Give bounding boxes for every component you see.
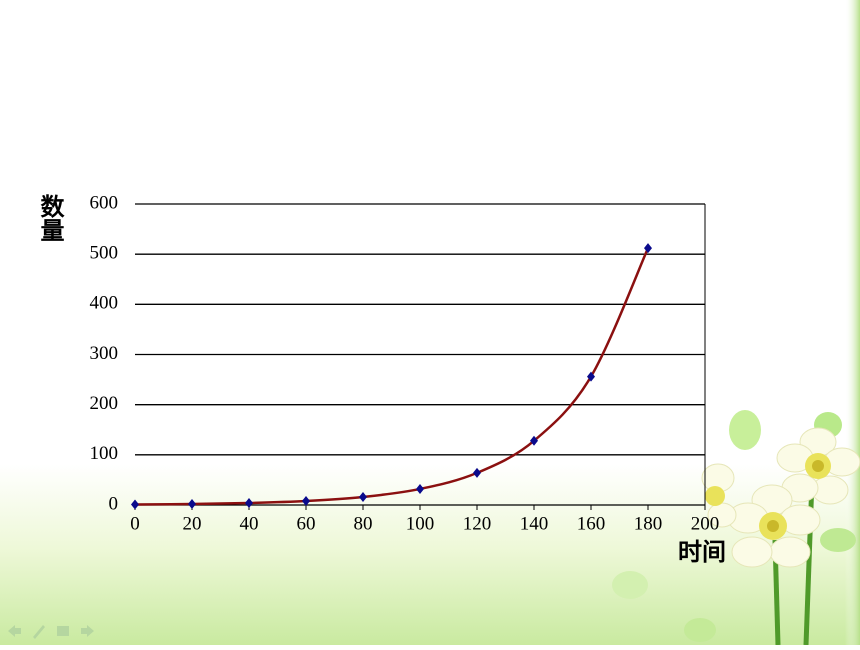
edge-band [845, 0, 860, 645]
nav-icons[interactable] [8, 625, 94, 639]
data-point [359, 491, 367, 502]
data-point [587, 371, 595, 382]
y-tick-label: 300 [90, 343, 119, 364]
x-tick-label: 60 [297, 513, 316, 534]
x-tick-label: 20 [183, 513, 202, 534]
y-tick-label: 200 [90, 393, 119, 414]
x-tick-label: 120 [463, 513, 492, 534]
flower-decoration [612, 410, 860, 646]
y-tick-label: 0 [109, 493, 119, 514]
data-point [131, 499, 139, 510]
x-tick-label: 100 [406, 513, 435, 534]
y-tick-label: 600 [90, 192, 119, 213]
data-point [416, 483, 424, 494]
x-tick-label: 140 [520, 513, 549, 534]
x-tick-label: 200 [691, 513, 720, 534]
data-point [245, 497, 253, 508]
x-tick-label: 0 [130, 513, 140, 534]
x-tick-label: 40 [240, 513, 259, 534]
y-tick-label: 100 [90, 443, 119, 464]
data-point [530, 435, 538, 446]
y-tick-label: 500 [90, 243, 119, 264]
y-tick-label: 400 [90, 293, 119, 314]
data-point [644, 243, 652, 254]
data-point [302, 495, 310, 506]
data-point [188, 498, 196, 509]
x-axis-label: 时间 [678, 538, 726, 566]
data-point [473, 467, 481, 478]
x-tick-label: 80 [354, 513, 373, 534]
data-line [134, 247, 650, 506]
y-axis-label-1: 数量 [36, 194, 64, 242]
x-tick-label: 160 [577, 513, 606, 534]
x-tick-label: 180 [634, 513, 663, 534]
